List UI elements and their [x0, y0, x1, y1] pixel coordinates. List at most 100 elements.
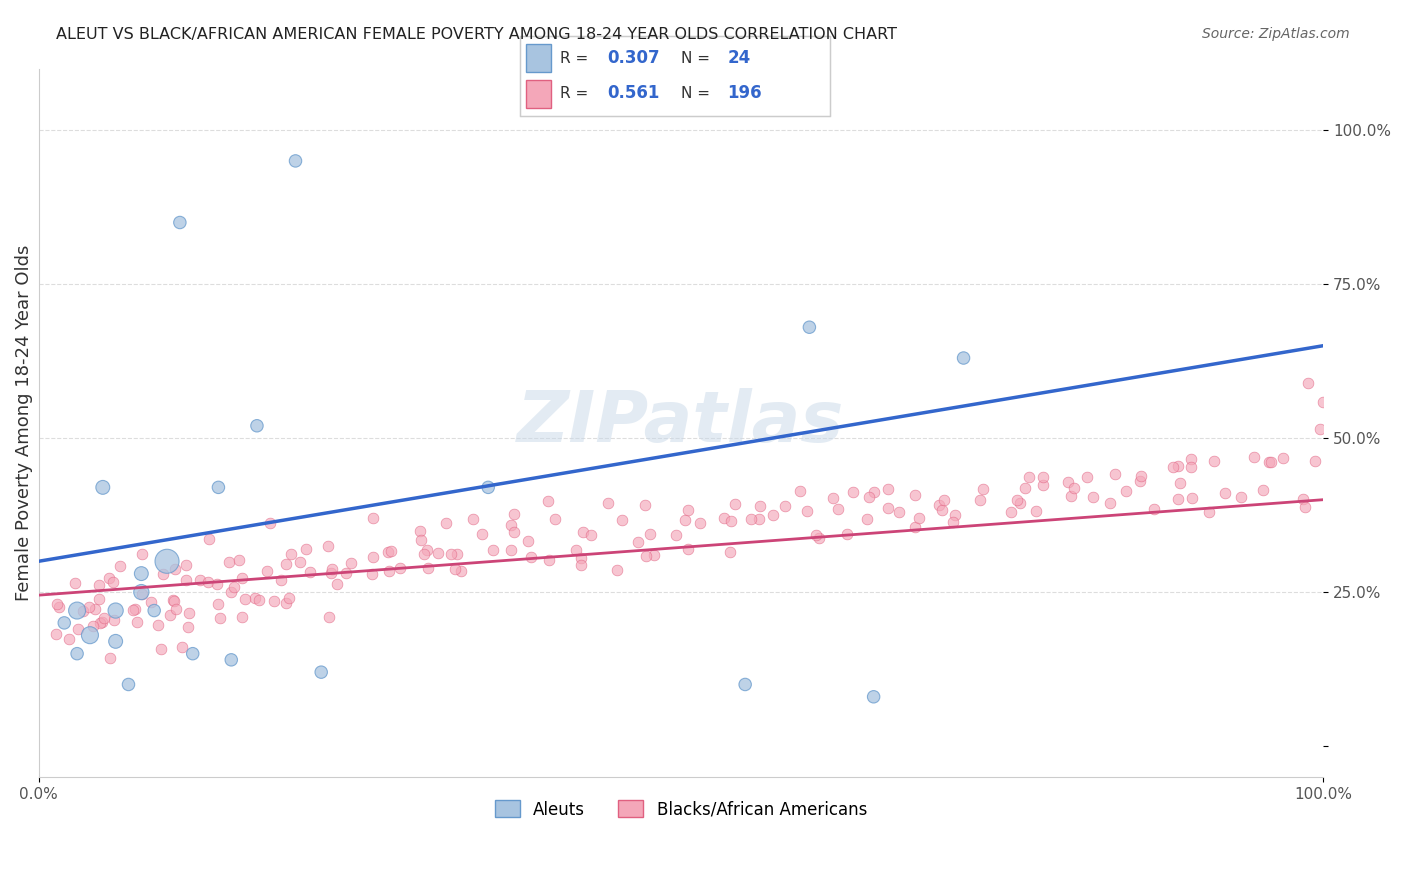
Point [124, 602, 146, 616]
Point [747, 512, 769, 526]
Point [877, 501, 900, 516]
Point [67, 622, 90, 636]
Point [222, 580, 245, 594]
Point [942, 515, 965, 529]
Point [361, 511, 384, 525]
Point [827, 502, 849, 516]
Point [517, 534, 540, 549]
Point [174, 573, 197, 587]
Point [1258, 455, 1281, 469]
Point [228, 553, 250, 567]
Point [318, 610, 340, 624]
Text: N =: N = [681, 86, 714, 101]
Point [1032, 470, 1054, 484]
Point [610, 513, 633, 527]
Point [149, 642, 172, 657]
Point [274, 596, 297, 610]
Point [627, 535, 650, 549]
Point [66, 647, 89, 661]
Point [499, 518, 522, 533]
Point [159, 607, 181, 622]
Point [207, 597, 229, 611]
Point [197, 574, 219, 589]
Point [887, 505, 910, 519]
Point [606, 563, 628, 577]
Point [835, 526, 858, 541]
Point [125, 615, 148, 629]
Point [131, 587, 153, 601]
Point [564, 543, 586, 558]
Point [377, 564, 399, 578]
Point [231, 571, 253, 585]
Point [665, 527, 688, 541]
Point [477, 480, 499, 494]
Point [470, 527, 492, 541]
Point [207, 480, 229, 494]
Point [274, 557, 297, 571]
Point [463, 512, 485, 526]
Point [903, 520, 925, 534]
Point [1083, 490, 1105, 504]
Point [53, 615, 76, 630]
Point [79, 599, 101, 614]
Point [246, 418, 269, 433]
Point [219, 653, 242, 667]
Point [1008, 496, 1031, 510]
Text: R =: R = [561, 51, 593, 66]
Point [290, 555, 312, 569]
Point [117, 677, 139, 691]
Point [162, 593, 184, 607]
Point [427, 546, 450, 560]
Point [169, 215, 191, 229]
Point [862, 690, 884, 704]
Point [740, 512, 762, 526]
Point [131, 566, 153, 581]
Point [808, 531, 831, 545]
Point [796, 504, 818, 518]
Point [1025, 504, 1047, 518]
Point [339, 556, 361, 570]
Point [969, 492, 991, 507]
Point [408, 524, 430, 539]
Point [1243, 450, 1265, 465]
Point [502, 525, 524, 540]
Point [104, 603, 127, 617]
Point [444, 562, 467, 576]
Point [446, 547, 468, 561]
Point [101, 574, 124, 589]
Point [413, 547, 436, 561]
Point [1312, 395, 1334, 409]
Point [335, 566, 357, 581]
Point [1294, 500, 1316, 514]
Point [1076, 470, 1098, 484]
Point [520, 549, 543, 564]
Point [87, 591, 110, 606]
Point [1129, 469, 1152, 483]
Point [1056, 475, 1078, 489]
Point [72, 604, 94, 618]
Point [928, 498, 950, 512]
Point [931, 502, 953, 516]
Point [720, 544, 742, 558]
Point [806, 528, 828, 542]
Point [256, 564, 278, 578]
Text: N =: N = [681, 51, 714, 66]
Point [418, 561, 440, 575]
Point [1292, 491, 1315, 506]
Point [188, 573, 211, 587]
Point [855, 511, 877, 525]
Text: Source: ZipAtlas.com: Source: ZipAtlas.com [1202, 27, 1350, 41]
Point [1181, 491, 1204, 505]
Point [58, 632, 80, 646]
Point [110, 559, 132, 574]
Text: 0.561: 0.561 [607, 85, 659, 103]
Point [1014, 481, 1036, 495]
Point [146, 618, 169, 632]
Point [579, 527, 602, 541]
Point [934, 492, 956, 507]
Point [1063, 481, 1085, 495]
Point [1202, 454, 1225, 468]
Point [139, 595, 162, 609]
Point [247, 593, 270, 607]
Point [122, 603, 145, 617]
